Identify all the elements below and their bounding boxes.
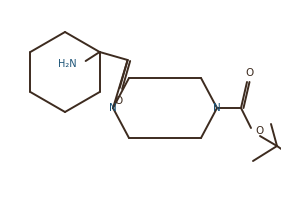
Text: H₂N: H₂N bbox=[58, 59, 77, 69]
Text: O: O bbox=[115, 96, 123, 106]
Text: N: N bbox=[213, 103, 221, 113]
Text: O: O bbox=[245, 68, 253, 78]
Text: N: N bbox=[109, 103, 117, 113]
Text: O: O bbox=[255, 126, 263, 136]
